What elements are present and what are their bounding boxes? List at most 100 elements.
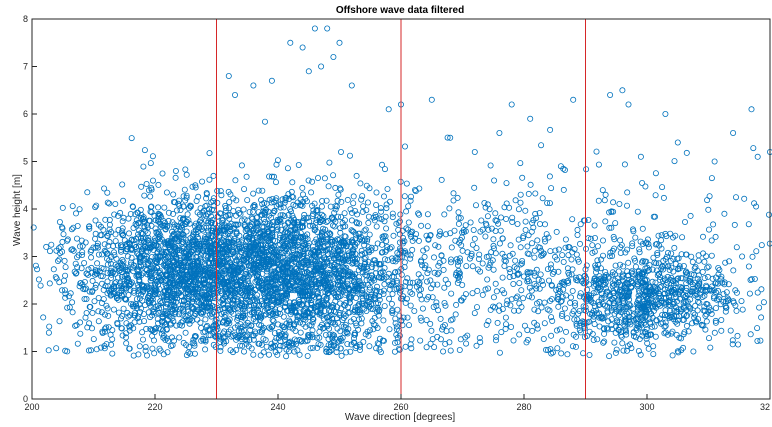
data-point — [284, 229, 291, 236]
data-point — [102, 216, 109, 223]
data-point — [84, 189, 91, 196]
data-point — [169, 342, 176, 349]
data-point — [104, 199, 111, 206]
data-point — [108, 341, 115, 348]
data-point — [386, 198, 393, 205]
data-point — [599, 187, 606, 194]
data-point — [564, 351, 571, 358]
data-point — [738, 298, 745, 305]
data-point — [214, 213, 221, 220]
data-point — [583, 166, 590, 173]
data-point — [556, 326, 563, 333]
data-point — [117, 209, 124, 216]
data-point — [120, 231, 127, 238]
data-point — [586, 351, 593, 358]
data-point — [192, 281, 199, 288]
data-point — [490, 236, 497, 243]
data-point — [537, 220, 544, 227]
data-point — [196, 224, 203, 231]
data-point — [229, 241, 236, 248]
data-point — [402, 343, 409, 350]
data-point — [195, 193, 202, 200]
data-point — [261, 118, 268, 125]
data-point — [185, 293, 192, 300]
data-point — [184, 300, 191, 307]
data-point — [206, 150, 213, 157]
data-point — [130, 287, 137, 294]
data-point — [650, 343, 657, 350]
data-point — [233, 197, 240, 204]
data-point — [217, 245, 224, 252]
data-point — [257, 352, 264, 359]
data-point — [613, 346, 620, 353]
data-point — [309, 178, 316, 185]
data-point — [195, 221, 202, 228]
data-point — [341, 210, 348, 217]
data-point — [299, 184, 306, 191]
data-point — [695, 257, 702, 264]
data-point — [109, 350, 116, 357]
data-point — [581, 307, 588, 314]
data-point — [104, 189, 111, 196]
data-point — [59, 287, 66, 294]
data-point — [73, 210, 80, 217]
data-point — [151, 235, 158, 242]
data-point — [52, 273, 59, 280]
data-point — [601, 338, 608, 345]
data-point — [569, 287, 576, 294]
data-point — [199, 178, 206, 185]
data-point — [202, 346, 209, 353]
data-point — [235, 238, 242, 245]
data-point — [364, 199, 371, 206]
data-point — [226, 320, 233, 327]
data-point — [282, 333, 289, 340]
data-point — [133, 222, 140, 229]
data-point — [184, 308, 191, 315]
data-point — [83, 285, 90, 292]
data-point — [246, 208, 253, 215]
data-point — [79, 242, 86, 249]
data-point — [128, 254, 135, 261]
data-point — [525, 232, 532, 239]
data-point — [242, 299, 249, 306]
data-point — [170, 198, 177, 205]
data-point — [178, 322, 185, 329]
data-point — [47, 248, 54, 255]
data-point — [86, 288, 93, 295]
data-point — [35, 276, 42, 283]
data-point — [548, 332, 555, 339]
data-point — [710, 221, 717, 228]
data-point — [45, 329, 52, 336]
data-point — [89, 277, 96, 284]
data-point — [155, 218, 162, 225]
data-point — [187, 350, 194, 357]
data-point — [169, 219, 176, 226]
data-point — [143, 180, 150, 187]
data-point — [325, 183, 332, 190]
data-point — [316, 328, 323, 335]
data-point — [335, 213, 342, 220]
data-point — [383, 201, 390, 208]
data-point — [701, 258, 708, 265]
data-point — [117, 242, 124, 249]
data-point — [105, 324, 112, 331]
data-point — [459, 247, 466, 254]
data-point — [377, 205, 384, 212]
data-point — [219, 297, 226, 304]
data-point — [448, 327, 455, 334]
data-point — [148, 203, 155, 210]
data-point — [168, 297, 175, 304]
data-point — [101, 241, 108, 248]
data-point — [98, 232, 105, 239]
data-point — [271, 208, 278, 215]
data-point — [104, 290, 111, 297]
data-point — [238, 217, 245, 224]
data-point — [149, 332, 156, 339]
data-point — [441, 211, 448, 218]
data-point — [314, 174, 321, 181]
data-point — [214, 187, 221, 194]
data-point — [85, 271, 92, 278]
data-point — [156, 230, 163, 237]
data-point — [127, 286, 134, 293]
data-point — [517, 199, 524, 206]
